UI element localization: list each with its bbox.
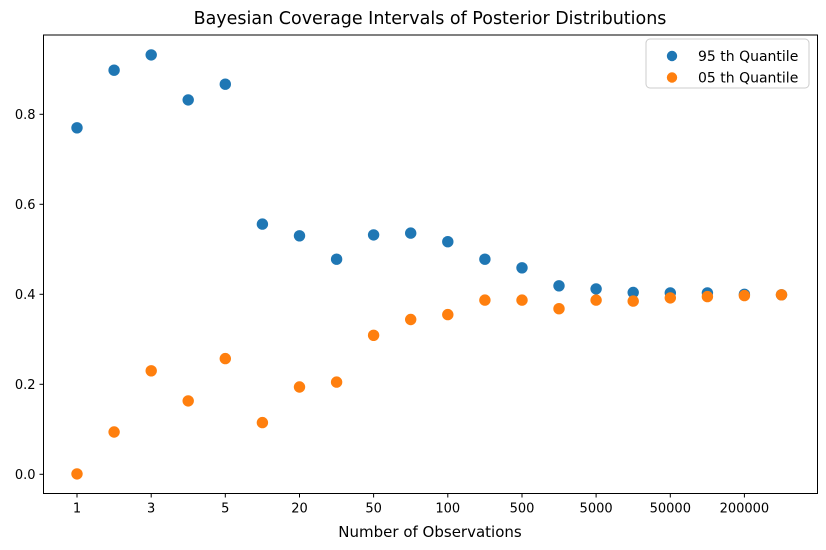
data-point <box>108 64 120 76</box>
data-point <box>442 308 454 321</box>
data-point <box>145 49 157 61</box>
x-axis-ticks: 1 3 5 20 50 100 500 5000 50000 200000 <box>73 493 770 517</box>
data-point <box>553 280 565 292</box>
y-tick-label: 0.8 <box>15 108 36 123</box>
data-point <box>775 289 788 301</box>
data-point <box>330 376 343 388</box>
data-point <box>738 289 751 302</box>
data-point <box>442 236 454 248</box>
x-tick-label: 200000 <box>720 502 770 517</box>
legend: 95 th Quantile 05 th Quantile <box>645 38 810 89</box>
data-point <box>590 283 602 295</box>
data-point <box>71 468 83 480</box>
data-point <box>182 94 194 106</box>
data-point <box>293 230 306 242</box>
y-tick-label: 0.0 <box>15 468 36 483</box>
y-tick-label: 0.2 <box>15 378 36 393</box>
data-point <box>182 395 194 407</box>
data-point <box>219 352 231 365</box>
x-tick-label: 50000 <box>650 502 691 517</box>
y-tick-label: 0.4 <box>15 288 36 303</box>
chart-title: Bayesian Coverage Intervals of Posterior… <box>194 9 667 29</box>
plot-area <box>43 34 818 494</box>
x-tick-label: 5 <box>221 502 229 517</box>
data-point <box>479 253 491 265</box>
data-point <box>71 122 83 134</box>
data-point <box>219 78 231 90</box>
data-point <box>145 365 157 377</box>
data-point <box>367 229 380 241</box>
data-point <box>330 253 343 265</box>
legend-label-05th: 05 th Quantile <box>698 71 798 87</box>
data-point <box>405 227 417 239</box>
data-point <box>701 290 714 303</box>
x-tick-label: 500 <box>510 502 535 517</box>
data-point <box>664 292 676 304</box>
data-point <box>256 416 269 429</box>
data-point <box>293 381 306 393</box>
x-tick-label: 5000 <box>580 502 613 517</box>
data-point <box>256 218 269 230</box>
data-point <box>108 426 120 438</box>
data-point <box>590 294 602 306</box>
x-tick-label: 100 <box>435 502 460 517</box>
data-point <box>627 295 639 307</box>
x-tick-label: 3 <box>147 502 155 517</box>
x-axis-label: Number of Observations <box>338 523 522 541</box>
data-point <box>479 294 491 306</box>
data-point <box>516 262 528 274</box>
data-point <box>627 286 639 299</box>
x-tick-label: 1 <box>73 502 81 517</box>
x-tick-label: 50 <box>365 502 382 517</box>
data-points <box>71 49 788 480</box>
y-tick-label: 0.6 <box>15 198 36 213</box>
legend-label-95th: 95 th Quantile <box>698 49 798 65</box>
legend-box <box>645 38 810 89</box>
data-point <box>405 313 417 326</box>
data-point <box>367 329 380 341</box>
legend-marker-95th-icon <box>666 50 678 62</box>
data-point <box>516 294 528 306</box>
legend-marker-05th-icon <box>666 72 678 83</box>
x-tick-label: 20 <box>291 502 308 517</box>
data-point <box>553 303 565 315</box>
y-axis-ticks: 0.0 0.2 0.4 0.6 0.8 <box>15 108 44 483</box>
